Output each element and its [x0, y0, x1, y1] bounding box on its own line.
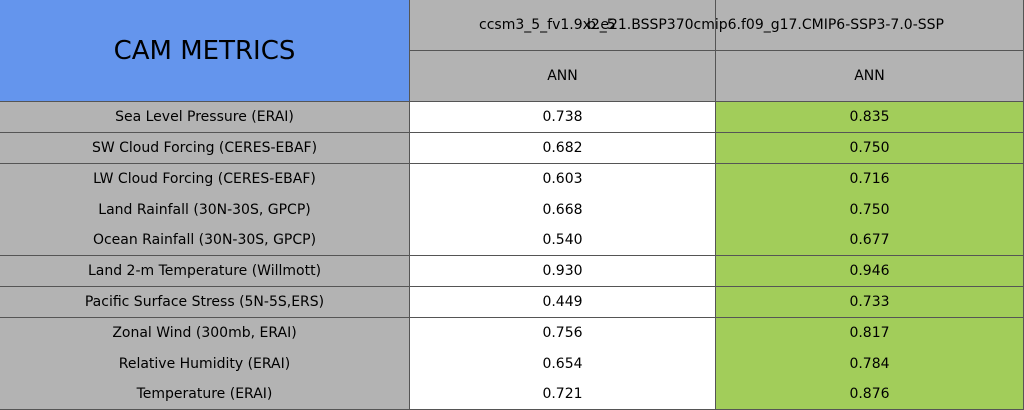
metric-name-text: Zonal Wind (300mb, ERAI) [112, 324, 297, 341]
metric-name: Land 2-m Temperature (Willmott) [0, 256, 410, 288]
metric-value-case-1-text: 0.668 [542, 201, 583, 218]
metric-name-text: Sea Level Pressure (ERAI) [115, 109, 294, 126]
metric-value-case-1-text: 0.654 [542, 355, 583, 372]
metric-value-case-1-text: 0.756 [542, 324, 583, 341]
metric-value-case-2-text: 0.716 [849, 170, 890, 187]
metric-value-case-1: 0.540 [410, 225, 716, 257]
metric-value-case-1-text: 0.449 [542, 293, 583, 310]
metric-value-case-1: 0.654 [410, 348, 716, 380]
metric-value-case-2: 0.677 [716, 225, 1024, 257]
metric-name-text: Land Rainfall (30N-30S, GPCP) [98, 201, 311, 218]
metric-value-case-2: 0.733 [716, 286, 1024, 319]
metric-value-case-2-text: 0.835 [849, 109, 890, 126]
metric-value-case-2: 0.835 [716, 102, 1024, 134]
metric-value-case-2-text: 0.817 [849, 324, 890, 341]
metric-value-case-1-text: 0.738 [542, 109, 583, 126]
case-header-2 [716, 0, 1024, 51]
metric-name: Land Rainfall (30N-30S, GPCP) [0, 194, 410, 226]
metric-name-text: Pacific Surface Stress (5N-5S,ERS) [84, 293, 325, 310]
period-label: ANN [854, 68, 885, 84]
metric-name-text: LW Cloud Forcing (CERES-EBAF) [93, 170, 316, 187]
metric-value-case-2-text: 0.946 [849, 263, 890, 280]
metric-value-case-2: 0.876 [716, 379, 1024, 410]
metric-name-text: Relative Humidity (ERAI) [118, 355, 291, 372]
metric-value-case-1: 0.756 [410, 317, 716, 349]
metric-value-case-1-text: 0.603 [542, 170, 583, 187]
metric-value-case-2: 0.750 [716, 132, 1024, 165]
metric-value-case-2-text: 0.876 [849, 386, 890, 403]
metric-name: Pacific Surface Stress (5N-5S,ERS) [0, 286, 410, 319]
metric-value-case-1: 0.603 [410, 163, 716, 195]
metric-value-case-1: 0.738 [410, 102, 716, 134]
metric-value-case-1-text: 0.930 [542, 263, 583, 280]
metric-name: LW Cloud Forcing (CERES-EBAF) [0, 163, 410, 195]
metric-value-case-2-text: 0.733 [849, 293, 890, 310]
case-name-1: ccsm3_5_fv1.9x2_5 [479, 17, 616, 33]
metric-name: Relative Humidity (ERAI) [0, 348, 410, 380]
metric-value-case-2-text: 0.677 [849, 232, 890, 249]
metric-value-case-1: 0.668 [410, 194, 716, 226]
metric-value-case-2: 0.750 [716, 194, 1024, 226]
metric-value-case-2-text: 0.750 [849, 139, 890, 156]
metric-name: Zonal Wind (300mb, ERAI) [0, 317, 410, 349]
metric-name-text: Land 2-m Temperature (Willmott) [87, 263, 322, 280]
metric-value-case-1: 0.682 [410, 132, 716, 165]
metric-name-text: SW Cloud Forcing (CERES-EBAF) [91, 139, 318, 156]
period-header-1: ANN [410, 51, 716, 102]
metric-value-case-1-text: 0.721 [542, 386, 583, 403]
metric-value-case-2: 0.946 [716, 256, 1024, 288]
metric-name: Ocean Rainfall (30N-30S, GPCP) [0, 225, 410, 257]
title-text: CAM METRICS [113, 35, 296, 66]
metric-value-case-2-text: 0.750 [849, 201, 890, 218]
metric-value-case-2: 0.716 [716, 163, 1024, 195]
case-name-2: b.e21.BSSP370cmip6.f09_g17.CMIP6-SSP3-7.… [587, 17, 944, 33]
metric-name-text: Temperature (ERAI) [136, 386, 273, 403]
metric-name: Sea Level Pressure (ERAI) [0, 102, 410, 134]
table-title: CAM METRICS [0, 0, 410, 102]
metric-value-case-1: 0.449 [410, 286, 716, 319]
case-header-1 [410, 0, 716, 51]
metric-name: SW Cloud Forcing (CERES-EBAF) [0, 132, 410, 165]
metric-value-case-1: 0.930 [410, 256, 716, 288]
metric-value-case-2: 0.784 [716, 348, 1024, 380]
metric-value-case-2: 0.817 [716, 317, 1024, 349]
case-header-row: ccsm3_5_fv1.9x2_5 b.e21.BSSP370cmip6.f09… [410, 0, 1024, 51]
metric-name: Temperature (ERAI) [0, 379, 410, 410]
metric-value-case-2-text: 0.784 [849, 355, 890, 372]
metric-value-case-1: 0.721 [410, 379, 716, 410]
metric-name-text: Ocean Rainfall (30N-30S, GPCP) [92, 232, 317, 249]
metric-value-case-1-text: 0.682 [542, 139, 583, 156]
metric-value-case-1-text: 0.540 [542, 232, 583, 249]
period-label: ANN [547, 68, 578, 84]
period-header-2: ANN [716, 51, 1024, 102]
